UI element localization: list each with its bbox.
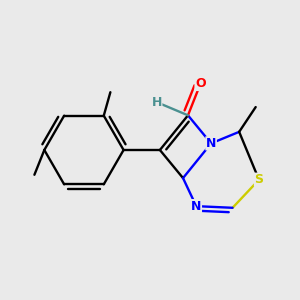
Text: N: N bbox=[191, 200, 201, 213]
Text: S: S bbox=[254, 173, 263, 186]
Text: O: O bbox=[195, 77, 206, 91]
Text: N: N bbox=[206, 137, 216, 150]
Text: H: H bbox=[152, 96, 162, 109]
